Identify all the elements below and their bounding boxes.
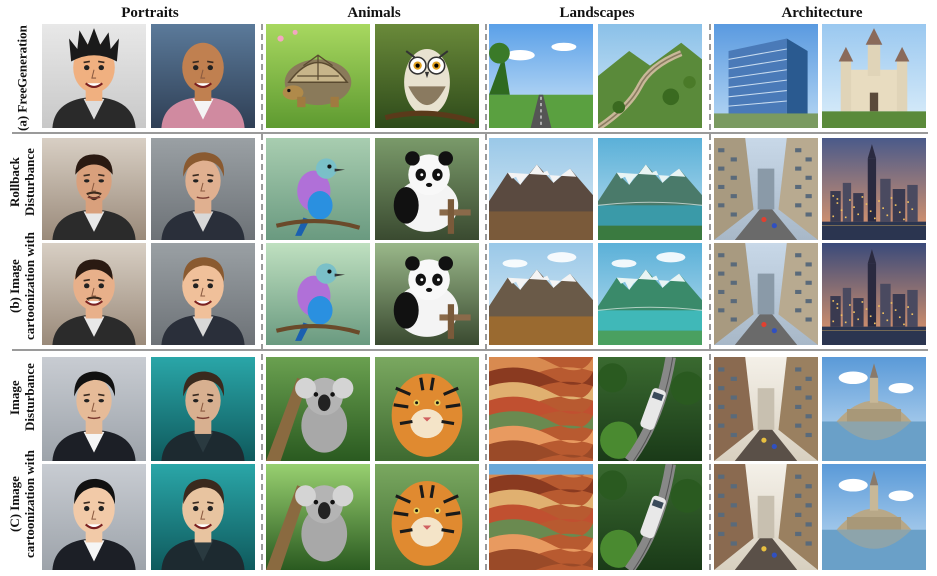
image-landscapes-c2-2 [598, 464, 702, 570]
image-drawing [42, 357, 146, 461]
image-landscapes-c1-2 [598, 357, 702, 461]
image-drawing [266, 357, 370, 461]
row-label-a-line2: Generation [14, 24, 30, 88]
image-animals-a1-2 [375, 24, 479, 128]
image-architecture-b2-1 [714, 243, 818, 345]
image-drawing [375, 243, 479, 345]
image-drawing [714, 243, 818, 345]
image-drawing [151, 24, 255, 128]
image-portraits-c1-1 [42, 357, 146, 461]
image-drawing [151, 357, 255, 461]
image-animals-c2-2 [375, 464, 479, 570]
image-drawing [489, 24, 593, 128]
row-label-b: (b) Image cartoonization with Rollback D… [6, 138, 38, 346]
image-drawing [489, 464, 593, 570]
row-label-a-line1: (a) Free [14, 87, 30, 132]
image-architecture-a1-2 [822, 24, 926, 128]
image-portraits-c2-2 [151, 464, 255, 570]
image-landscapes-c1-1 [489, 357, 593, 461]
image-animals-b2-1 [266, 243, 370, 345]
image-animals-b1-2 [375, 138, 479, 240]
image-portraits-b1-1 [42, 138, 146, 240]
image-drawing [489, 138, 593, 240]
image-drawing [266, 464, 370, 570]
image-portraits-b1-2 [151, 138, 255, 240]
row-label-b-line2: Rollback Disturbance [7, 148, 37, 216]
image-architecture-c2-1 [714, 464, 818, 570]
image-animals-c2-1 [266, 464, 370, 570]
image-portraits-c1-2 [151, 357, 255, 461]
image-drawing [714, 24, 818, 128]
image-drawing [598, 464, 702, 570]
image-drawing [714, 464, 818, 570]
image-architecture-c2-2 [822, 464, 926, 570]
image-landscapes-a1-1 [489, 24, 593, 128]
column-separator-1 [261, 24, 263, 570]
image-drawing [598, 24, 702, 128]
image-animals-c1-2 [375, 357, 479, 461]
image-portraits-a1-1 [42, 24, 146, 128]
image-landscapes-b1-2 [598, 138, 702, 240]
image-drawing [598, 357, 702, 461]
image-drawing [266, 138, 370, 240]
image-drawing [266, 243, 370, 345]
image-drawing [598, 243, 702, 345]
image-drawing [489, 357, 593, 461]
image-drawing [375, 357, 479, 461]
image-drawing [151, 243, 255, 345]
image-portraits-b2-2 [151, 243, 255, 345]
image-drawing [42, 138, 146, 240]
row-label-c-line1: (C) Image cartoonization with [7, 450, 37, 559]
image-drawing [266, 24, 370, 128]
image-drawing [598, 138, 702, 240]
column-header-portraits: Portraits [121, 5, 179, 21]
image-animals-b2-2 [375, 243, 479, 345]
image-drawing [375, 464, 479, 570]
column-header-animals: Animals [347, 5, 401, 21]
image-drawing [151, 138, 255, 240]
column-header-architecture: Architecture [781, 5, 863, 21]
image-drawing [42, 464, 146, 570]
image-animals-b1-1 [266, 138, 370, 240]
image-landscapes-a1-2 [598, 24, 702, 128]
row-label-a: (a) Free Generation [6, 24, 38, 132]
image-architecture-b2-2 [822, 243, 926, 345]
image-landscapes-b2-2 [598, 243, 702, 345]
image-drawing [822, 24, 926, 128]
image-architecture-b1-2 [822, 138, 926, 240]
image-architecture-c1-2 [822, 357, 926, 461]
row-label-b-line1: (b) Image cartoonization with [7, 232, 37, 340]
image-landscapes-b2-1 [489, 243, 593, 345]
image-landscapes-b1-1 [489, 138, 593, 240]
image-portraits-c2-1 [42, 464, 146, 570]
image-drawing [822, 138, 926, 240]
image-drawing [151, 464, 255, 570]
image-drawing [714, 357, 818, 461]
row-label-c-line2: Image Disturbance [7, 363, 37, 432]
image-architecture-a1-1 [714, 24, 818, 128]
row-separator-1 [12, 132, 928, 134]
image-animals-c1-1 [266, 357, 370, 461]
image-architecture-c1-1 [714, 357, 818, 461]
image-drawing [822, 464, 926, 570]
column-separator-3 [709, 24, 711, 570]
image-drawing [822, 357, 926, 461]
image-portraits-b2-1 [42, 243, 146, 345]
image-drawing [42, 24, 146, 128]
image-drawing [489, 243, 593, 345]
column-header-landscapes: Landscapes [559, 5, 635, 21]
image-portraits-a1-2 [151, 24, 255, 128]
row-label-c: (C) Image cartoonization with Image Dist… [6, 356, 38, 570]
image-landscapes-c2-1 [489, 464, 593, 570]
row-separator-2 [12, 349, 928, 351]
image-drawing [42, 243, 146, 345]
image-drawing [714, 138, 818, 240]
image-architecture-b1-1 [714, 138, 818, 240]
image-animals-a1-1 [266, 24, 370, 128]
image-drawing [822, 243, 926, 345]
column-separator-2 [485, 24, 487, 570]
image-drawing [375, 24, 479, 128]
image-drawing [375, 138, 479, 240]
